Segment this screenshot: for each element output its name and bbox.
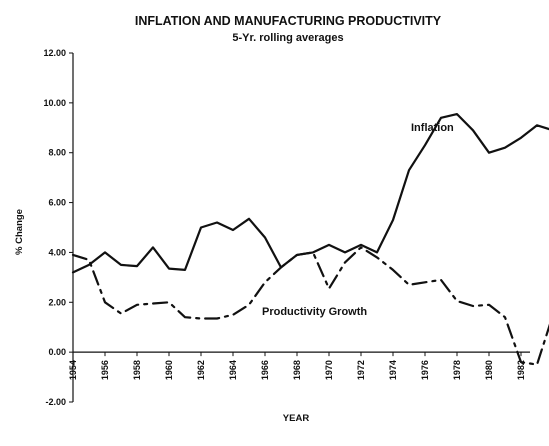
series-line-productivity-growth [71,246,549,366]
x-tick-label: 1954 [68,360,78,380]
x-tick-label: 1964 [228,360,238,380]
chart-title: INFLATION AND MANUFACTURING PRODUCTIVITY [135,14,442,28]
x-axis-label: YEAR [283,413,310,424]
series-label-productivity: Productivity Growth [262,306,367,318]
x-tick-label: 1968 [292,360,302,380]
series-label-inflation: Inflation [411,122,454,134]
x-tick-label: 1980 [484,360,494,380]
x-tick-label: 1970 [324,360,334,380]
x-tick-label: 1962 [196,360,206,380]
x-tick-label: 1974 [388,360,398,380]
plot-lines [71,112,549,366]
axes: -2.00 0.00 2.00 4.00 6.00 8.00 10.00 12.00 1954 1… [43,48,549,407]
y-tick-label: 2.00 [48,297,66,307]
x-tick-label: 1966 [260,360,270,380]
y-axis-label-group: % Change [14,209,25,255]
y-tick-label: -2.00 [45,397,66,407]
x-tick-label: 1956 [100,360,110,380]
x-tick-label: 1976 [420,360,430,380]
x-tick-label: 1960 [164,360,174,380]
y-tick-label: 0.00 [48,347,66,357]
y-tick-label: 8.00 [48,148,66,158]
x-tick-label: 1978 [452,360,462,380]
y-tick-label: 6.00 [48,198,66,208]
y-axis-label: % Change [14,209,25,255]
chart-subtitle: 5-Yr. rolling averages [232,32,343,44]
x-tick-label: 1982 [516,360,526,380]
y-tick-label: 12.00 [43,48,66,58]
y-tick-label: 10.00 [43,98,66,108]
series-line-inflation [71,112,549,274]
x-tick-label: 1972 [356,360,366,380]
y-tick-label: 4.00 [48,247,66,257]
x-tick-label: 1958 [132,360,142,380]
